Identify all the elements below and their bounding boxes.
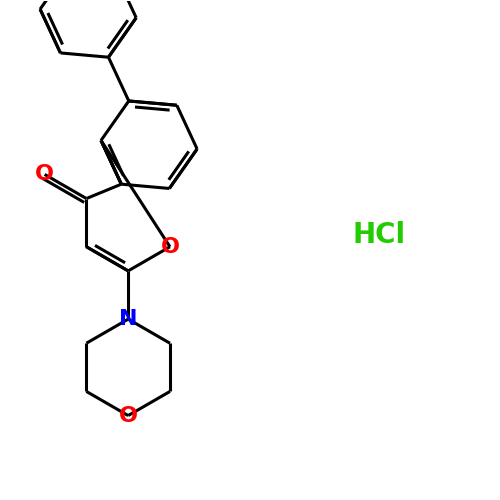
Text: O: O: [160, 237, 180, 257]
Text: O: O: [118, 406, 138, 425]
Text: O: O: [35, 164, 54, 184]
Text: N: N: [119, 309, 138, 329]
Text: HCl: HCl: [352, 221, 406, 249]
